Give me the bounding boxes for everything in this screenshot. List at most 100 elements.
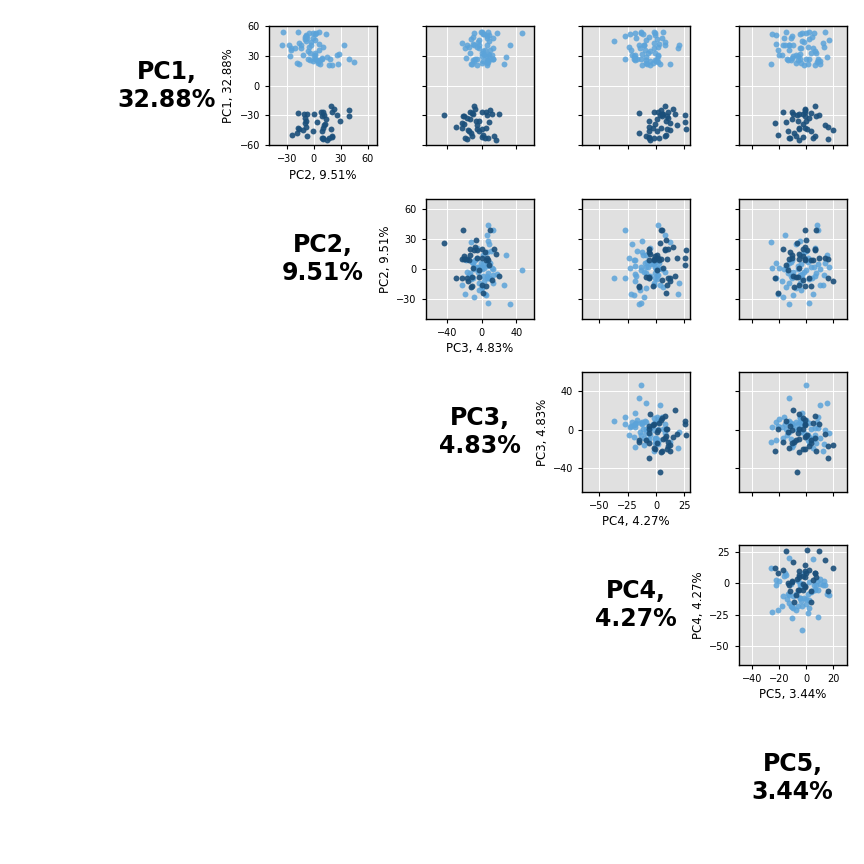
Point <box>785 440 798 454</box>
Point <box>789 130 803 143</box>
Point <box>503 297 517 311</box>
Point <box>797 442 810 455</box>
Point <box>464 32 478 46</box>
Point <box>650 124 664 138</box>
Point <box>316 105 330 119</box>
Point <box>786 269 800 283</box>
Point <box>638 439 651 453</box>
Point <box>499 50 512 64</box>
Point <box>458 130 472 144</box>
Point <box>312 25 326 39</box>
Point <box>458 252 472 266</box>
Point <box>792 107 806 121</box>
Point <box>314 57 327 71</box>
Point <box>647 417 661 431</box>
Point <box>643 241 657 255</box>
X-axis label: PC5, 3.44%: PC5, 3.44% <box>759 688 826 701</box>
Point <box>663 235 677 249</box>
Point <box>818 423 832 437</box>
Point <box>455 35 469 49</box>
Point <box>799 264 813 277</box>
Point <box>678 414 692 428</box>
Point <box>634 26 648 40</box>
Point <box>669 403 683 417</box>
Point <box>651 48 664 62</box>
Point <box>655 121 669 135</box>
Point <box>634 416 648 430</box>
Point <box>311 54 325 67</box>
Point <box>468 253 482 267</box>
Point <box>475 46 489 60</box>
Point <box>799 378 813 392</box>
Point <box>807 431 821 445</box>
Point <box>808 242 822 256</box>
Point <box>786 38 800 52</box>
Point <box>625 418 638 432</box>
Point <box>778 263 791 276</box>
Point <box>466 256 480 270</box>
Point <box>648 266 662 280</box>
Point <box>624 261 638 275</box>
Point <box>648 271 662 285</box>
Point <box>816 35 830 49</box>
Point <box>648 260 662 274</box>
Point <box>455 109 469 123</box>
Point <box>632 283 646 296</box>
Point <box>515 264 529 277</box>
Point <box>792 121 806 135</box>
Point <box>492 269 506 283</box>
Point <box>799 598 813 612</box>
Point <box>655 273 669 287</box>
Point <box>778 569 791 583</box>
Point <box>650 263 664 276</box>
Point <box>639 57 653 71</box>
Point <box>625 48 638 62</box>
Point <box>308 34 322 48</box>
Point <box>449 271 463 285</box>
Point <box>769 28 783 41</box>
Point <box>789 433 803 447</box>
Point <box>484 245 498 258</box>
Point <box>777 242 791 256</box>
Point <box>618 417 632 431</box>
Point <box>809 44 823 58</box>
Point <box>798 417 812 431</box>
Point <box>796 422 810 436</box>
Point <box>797 566 811 580</box>
Point <box>470 58 484 72</box>
Point <box>801 255 815 269</box>
Point <box>658 233 672 247</box>
Point <box>772 575 785 588</box>
Point <box>798 564 812 578</box>
Point <box>795 26 809 40</box>
Point <box>638 414 652 428</box>
Point <box>647 256 661 270</box>
Point <box>486 41 499 54</box>
Point <box>475 280 489 294</box>
Point <box>797 430 811 444</box>
Point <box>628 26 642 40</box>
Point <box>658 99 672 113</box>
Point <box>484 224 498 238</box>
Point <box>781 263 795 276</box>
Point <box>483 257 497 270</box>
Point <box>822 451 835 465</box>
Point <box>655 413 669 427</box>
Point <box>622 428 636 442</box>
Point <box>791 575 805 588</box>
Point <box>786 555 800 569</box>
Point <box>801 251 815 265</box>
Point <box>515 26 529 40</box>
Point <box>782 38 796 52</box>
Point <box>294 38 308 52</box>
Point <box>797 117 810 130</box>
Point <box>663 444 677 458</box>
Point <box>810 416 823 429</box>
Point <box>655 224 669 238</box>
Point <box>306 26 320 40</box>
Point <box>799 429 813 442</box>
Point <box>475 48 489 62</box>
Point <box>644 421 658 435</box>
Point <box>661 271 675 285</box>
Point <box>480 271 493 285</box>
